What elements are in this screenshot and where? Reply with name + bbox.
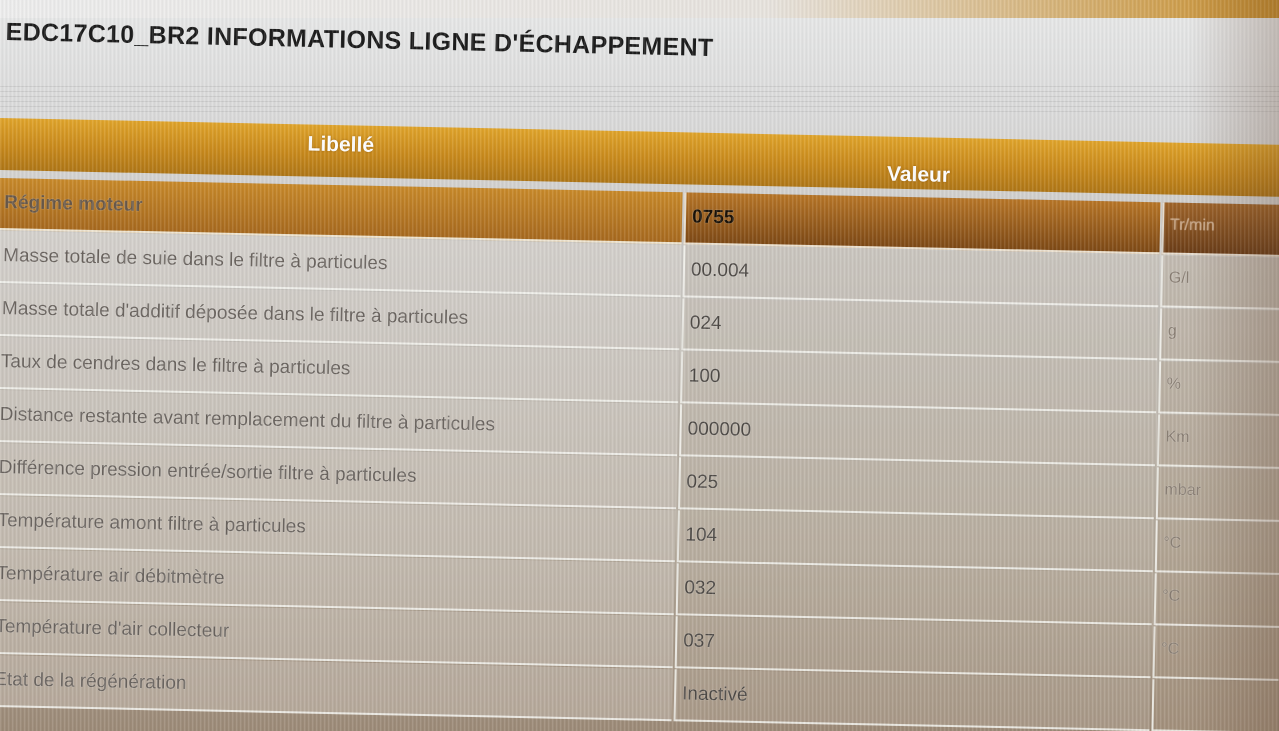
row-value-cell: Inactivé [673, 669, 1151, 731]
row-value-cell: 037 [674, 616, 1152, 679]
page-title: EDC17C10_BR2 INFORMATIONS LIGNE D'ÉCHAPP… [5, 18, 714, 63]
row-unit-cell: Tr/min [1161, 202, 1279, 257]
row-unit-cell: G/l [1160, 255, 1279, 310]
title-divider [0, 86, 1279, 112]
row-value-cell: 104 [676, 510, 1154, 573]
row-unit-cell: % [1158, 361, 1279, 416]
row-unit-text: G/l [1168, 269, 1190, 287]
top-band [0, 0, 1279, 18]
row-unit-cell: °C [1153, 573, 1279, 628]
row-value-text: Inactivé [681, 683, 748, 706]
column-header-libelle[interactable]: Libellé [307, 132, 375, 157]
row-unit-cell: g [1159, 308, 1279, 363]
row-unit-text: % [1166, 375, 1182, 393]
parameters-table: Libellé Valeur Régime moteur 0755 Tr/min Ma… [0, 118, 1279, 731]
row-unit-cell [1151, 679, 1279, 731]
row-unit-cell: °C [1152, 626, 1279, 681]
column-header-valeur[interactable]: Valeur [886, 162, 951, 187]
row-value-text: 0755 [691, 206, 735, 229]
row-value-cell: 100 [680, 351, 1158, 414]
row-label-text: Température air débitmètre [0, 563, 225, 589]
row-unit-text: °C [1160, 640, 1180, 658]
row-unit-text: °C [1163, 534, 1182, 552]
row-unit-cell: mbar [1155, 467, 1279, 522]
row-value-text: 00.004 [690, 259, 750, 282]
row-value-text: 000000 [687, 418, 752, 441]
row-value-cell: 000000 [679, 404, 1157, 467]
row-value-cell: 032 [675, 563, 1153, 626]
row-unit-text: g [1167, 322, 1177, 340]
row-value-cell: 024 [681, 298, 1159, 361]
row-value-cell: 025 [677, 457, 1155, 520]
row-unit-text: mbar [1164, 481, 1202, 500]
row-value-text: 037 [682, 630, 716, 653]
row-label-text: Masse totale de suie dans le filtre à pa… [2, 245, 388, 275]
row-value-text: 025 [686, 471, 719, 494]
row-label-text: Température d'air collecteur [0, 616, 230, 642]
row-value-text: 024 [689, 312, 722, 335]
row-unit-cell: Km [1156, 414, 1279, 469]
row-value-cell: 0755 [683, 192, 1161, 255]
row-value-text: 104 [685, 524, 718, 547]
row-unit-text: °C [1162, 587, 1181, 605]
row-label-text: Différence pression entrée/sortie filtre… [0, 457, 417, 487]
row-unit-text: Km [1165, 428, 1190, 446]
row-value-text: 032 [684, 577, 717, 600]
row-value-text: 100 [688, 365, 721, 388]
row-label-text: Régime moteur [4, 192, 143, 217]
row-unit-cell: °C [1154, 520, 1279, 575]
row-label-text: Température amont filtre à particules [0, 510, 307, 538]
row-label-text: Masse totale d'additif déposée dans le f… [1, 298, 469, 329]
row-label-text: Distance restante avant remplacement du … [0, 404, 496, 436]
row-label-text: Taux de cendres dans le filtre à particu… [0, 351, 351, 380]
row-unit-text: Tr/min [1169, 216, 1215, 235]
row-label-text: Etat de la régénération [0, 669, 187, 695]
row-value-cell: 00.004 [682, 245, 1160, 308]
